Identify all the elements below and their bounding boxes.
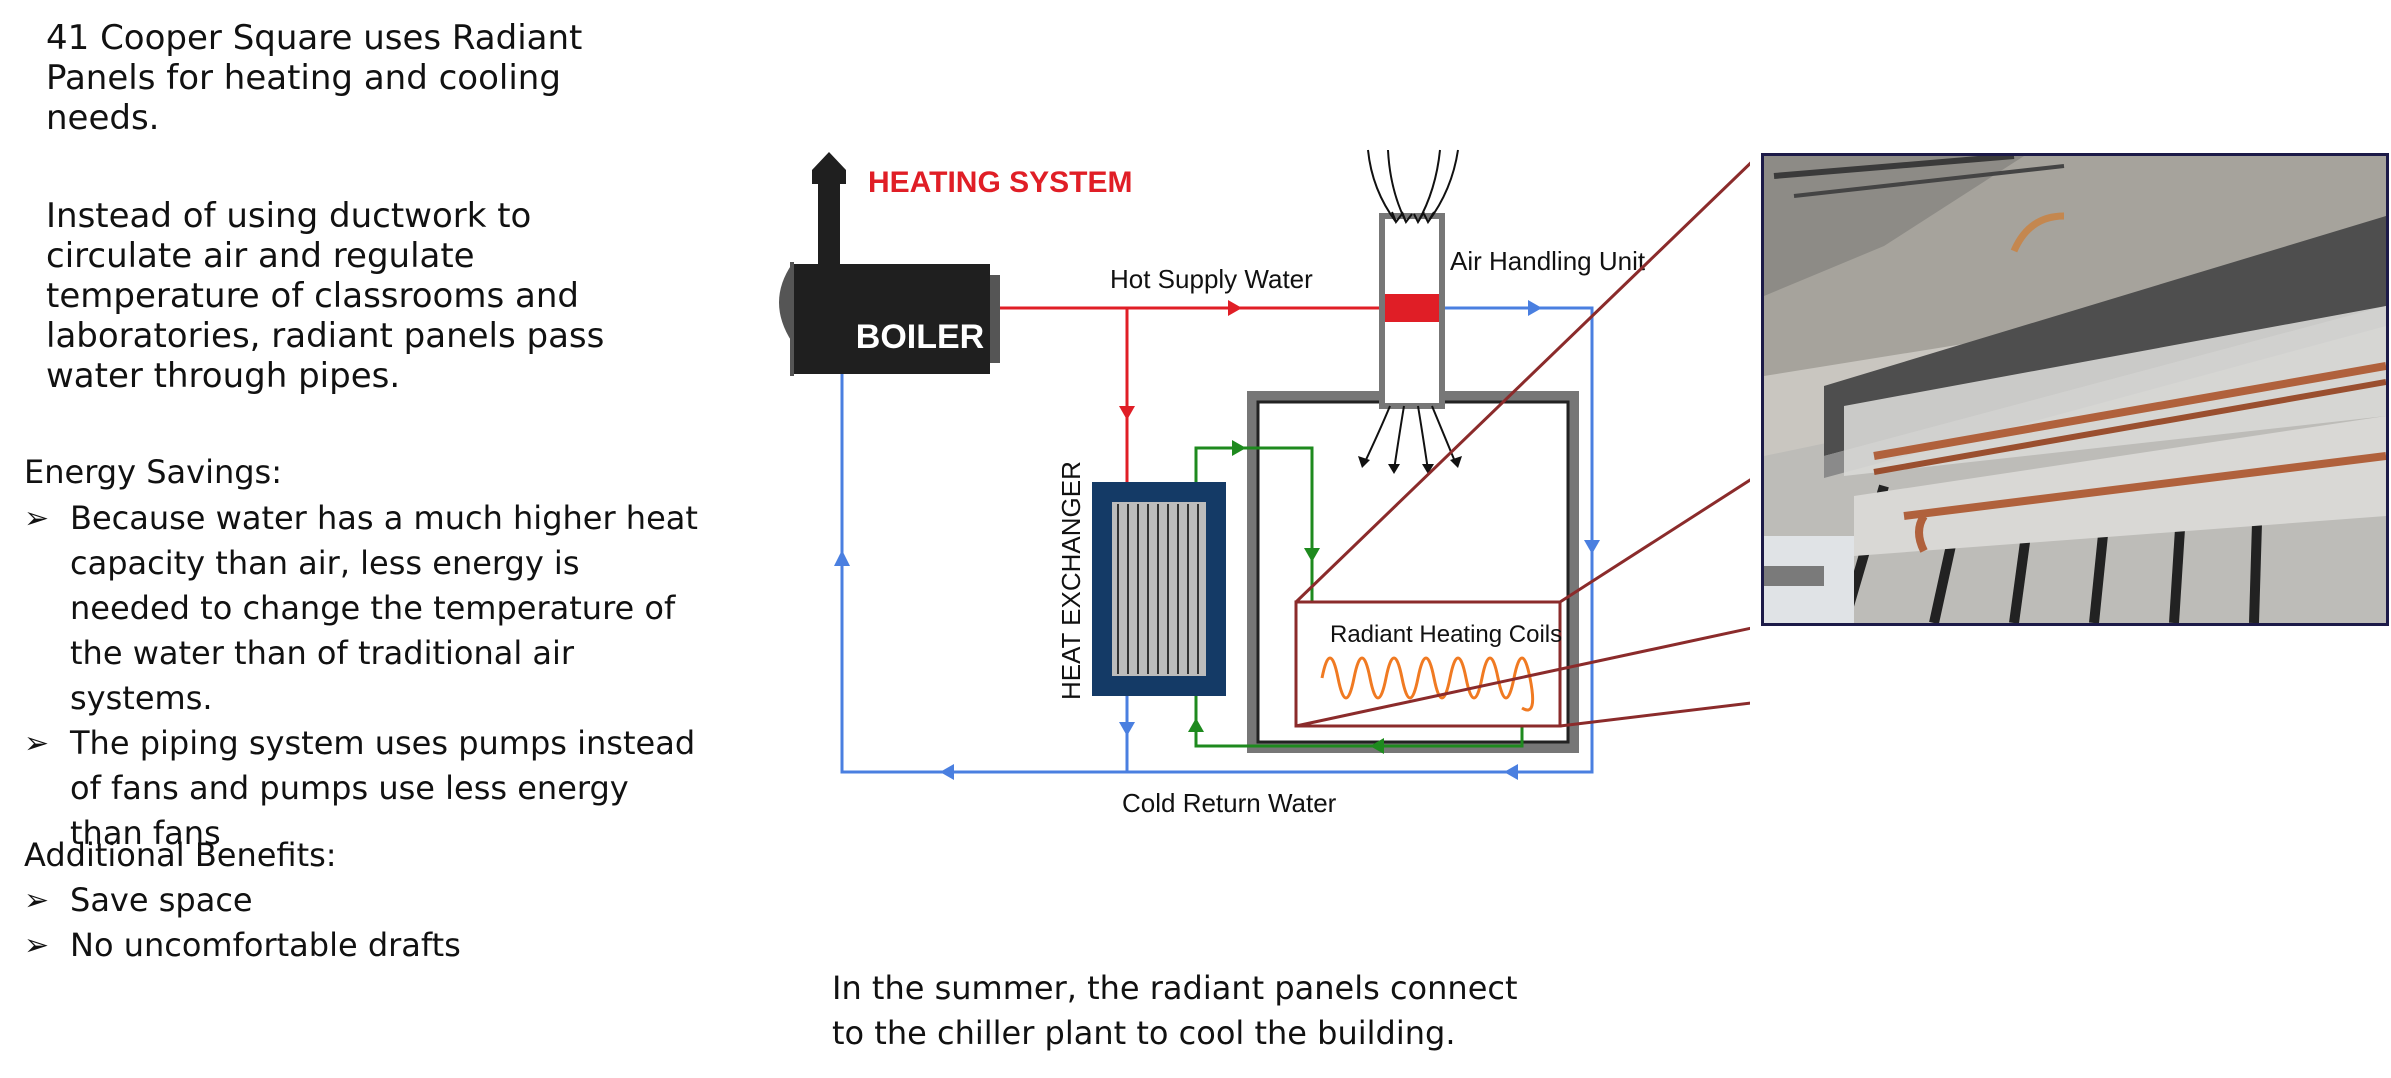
flow-arrow-icon: [1232, 440, 1246, 456]
flow-arrow-icon: [940, 764, 954, 780]
radiant-panel-photo-image: [1764, 156, 2386, 623]
list-item: ➢ No uncomfortable drafts: [24, 923, 704, 968]
energy-heading: Energy Savings:: [24, 453, 282, 491]
arrow-bullet-icon: ➢: [24, 883, 50, 918]
hot-supply-label: Hot Supply Water: [1110, 264, 1313, 294]
intro-text: 41 Cooper Square uses Radiant Panels for…: [46, 18, 583, 138]
detail-text: Instead of using ductwork to circulate a…: [46, 196, 605, 396]
flow-arrow-icon: [1370, 738, 1384, 754]
flow-arrow-icon: [1188, 718, 1204, 732]
radiant-panel-photo: [1761, 153, 2389, 626]
arrow-bullet-icon: ➢: [24, 928, 50, 963]
list-item: ➢ Because water has a much higher heat ca…: [24, 496, 704, 721]
summer-note: In the summer, the radiant panels connec…: [832, 969, 1518, 1052]
arrow-bullet-icon: ➢: [24, 726, 50, 761]
flow-arrow-icon: [1119, 722, 1135, 736]
hot-supply-pipe: [1000, 306, 1380, 482]
air-handling-unit: Air Handling Unit: [1358, 149, 1646, 474]
radiant-coils: Radiant Heating Coils: [1294, 600, 1562, 728]
flow-arrow-icon: [1119, 406, 1135, 420]
flow-arrow-icon: [834, 550, 850, 566]
cold-return-label: Cold Return Water: [1122, 788, 1337, 818]
flow-arrow-icon: [1304, 548, 1320, 562]
diagram-title: HEATING SYSTEM: [868, 166, 1132, 199]
energy-list: ➢ Because water has a much higher heat ca…: [24, 496, 704, 856]
benefits-heading: Additional Benefits:: [24, 836, 337, 874]
radiant-coils-label: Radiant Heating Coils: [1330, 621, 1562, 648]
flow-arrow-icon: [1504, 764, 1518, 780]
chimney: [812, 152, 846, 264]
benefits-list: ➢ Save space ➢ No uncomfortable drafts: [24, 878, 704, 968]
arrow-bullet-icon: ➢: [24, 501, 50, 536]
air-handling-label: Air Handling Unit: [1450, 246, 1646, 276]
boiler: BOILER: [779, 262, 1000, 376]
heating-system-diagram: BOILER HEATING SYSTEM Hot Supply Water C…: [779, 149, 1750, 818]
heat-exchanger-label: HEAT EXCHANGER: [1056, 461, 1086, 700]
flow-arrow-icon: [1228, 300, 1242, 316]
flow-arrow-icon: [1584, 540, 1600, 554]
boiler-label: BOILER: [856, 318, 984, 356]
flow-arrow-icon: [1528, 300, 1542, 316]
heat-exchanger: HEAT EXCHANGER: [1056, 461, 1226, 700]
list-item: ➢ Save space: [24, 878, 704, 923]
callout-lines: [1294, 161, 1750, 728]
list-item: ➢ The piping system uses pumps instead of…: [24, 721, 704, 856]
